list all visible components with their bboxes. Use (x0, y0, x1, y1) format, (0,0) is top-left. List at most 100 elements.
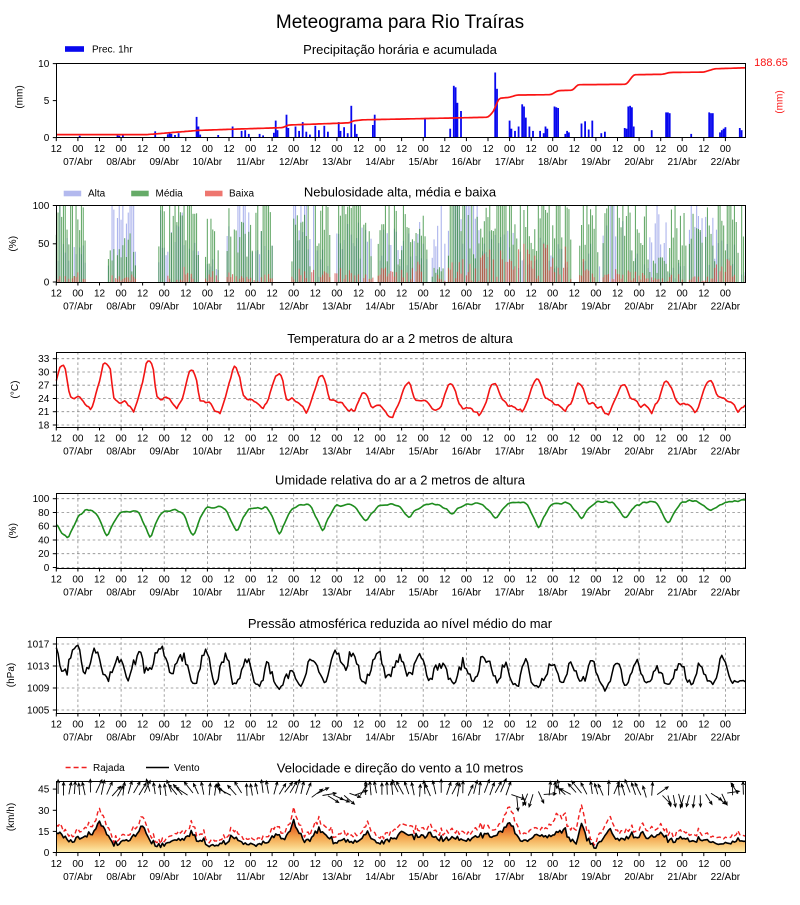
svg-text:18: 18 (38, 421, 50, 432)
svg-text:14/Abr: 14/Abr (365, 872, 395, 883)
svg-text:1013: 1013 (27, 662, 50, 673)
svg-text:24: 24 (38, 394, 50, 405)
svg-text:12: 12 (482, 289, 494, 300)
svg-text:22/Abr: 22/Abr (711, 733, 741, 744)
svg-text:12/Abr: 12/Abr (279, 302, 309, 313)
svg-text:00: 00 (461, 289, 473, 300)
svg-text:12: 12 (569, 575, 581, 586)
svg-text:17/Abr: 17/Abr (495, 447, 525, 458)
svg-text:14/Abr: 14/Abr (365, 588, 395, 599)
svg-text:(°C): (°C) (10, 381, 21, 399)
svg-text:00: 00 (504, 720, 516, 731)
svg-text:12: 12 (612, 859, 624, 870)
svg-text:00: 00 (677, 289, 689, 300)
svg-text:12: 12 (267, 859, 279, 870)
svg-text:08/Abr: 08/Abr (106, 447, 136, 458)
svg-text:10/Abr: 10/Abr (193, 447, 223, 458)
svg-text:11/Abr: 11/Abr (236, 157, 265, 168)
svg-text:14/Abr: 14/Abr (365, 302, 395, 313)
svg-text:00: 00 (159, 289, 171, 300)
svg-text:00: 00 (677, 144, 689, 155)
svg-text:12: 12 (655, 720, 667, 731)
svg-text:12/Abr: 12/Abr (279, 872, 309, 883)
svg-text:40: 40 (38, 536, 50, 547)
svg-text:00: 00 (202, 859, 214, 870)
svg-text:12: 12 (223, 434, 235, 445)
svg-text:00: 00 (590, 575, 602, 586)
svg-text:13/Abr: 13/Abr (322, 302, 352, 313)
svg-text:00: 00 (590, 434, 602, 445)
svg-text:12: 12 (223, 289, 235, 300)
svg-text:12: 12 (396, 575, 408, 586)
svg-text:Prec. 1hr: Prec. 1hr (92, 45, 133, 56)
svg-text:12: 12 (698, 859, 710, 870)
svg-text:11/Abr: 11/Abr (236, 733, 265, 744)
svg-text:12: 12 (223, 575, 235, 586)
svg-text:12: 12 (655, 144, 667, 155)
svg-text:18/Abr: 18/Abr (538, 872, 568, 883)
svg-text:12: 12 (223, 144, 235, 155)
svg-text:00: 00 (245, 434, 257, 445)
svg-text:00: 00 (288, 575, 300, 586)
svg-text:00: 00 (375, 144, 387, 155)
svg-text:Meteograma para Rio Traíras: Meteograma para Rio Traíras (276, 12, 524, 33)
svg-text:12: 12 (180, 144, 192, 155)
svg-text:00: 00 (590, 289, 602, 300)
svg-text:00: 00 (331, 720, 343, 731)
svg-text:12: 12 (439, 144, 451, 155)
svg-text:00: 00 (590, 144, 602, 155)
svg-text:20/Abr: 20/Abr (624, 447, 654, 458)
svg-text:188.65: 188.65 (754, 57, 788, 69)
svg-text:12: 12 (353, 859, 365, 870)
svg-text:00: 00 (418, 720, 430, 731)
svg-text:12: 12 (310, 434, 322, 445)
svg-text:80: 80 (38, 508, 50, 519)
svg-text:00: 00 (245, 575, 257, 586)
svg-text:00: 00 (288, 434, 300, 445)
svg-text:00: 00 (159, 434, 171, 445)
svg-text:(hPa): (hPa) (6, 663, 17, 687)
svg-text:12: 12 (612, 720, 624, 731)
svg-text:21: 21 (38, 407, 50, 418)
svg-text:12: 12 (569, 289, 581, 300)
svg-text:07/Abr: 07/Abr (63, 588, 93, 599)
svg-text:12: 12 (353, 720, 365, 731)
svg-text:Rajada: Rajada (93, 763, 125, 774)
svg-text:00: 00 (72, 720, 84, 731)
svg-text:00: 00 (418, 434, 430, 445)
svg-text:22/Abr: 22/Abr (711, 157, 741, 168)
svg-text:00: 00 (245, 720, 257, 731)
svg-text:00: 00 (504, 434, 516, 445)
svg-text:22/Abr: 22/Abr (711, 302, 741, 313)
svg-text:00: 00 (72, 434, 84, 445)
svg-text:00: 00 (504, 575, 516, 586)
svg-text:16/Abr: 16/Abr (452, 157, 482, 168)
svg-text:10: 10 (38, 59, 50, 70)
svg-text:100: 100 (33, 494, 50, 505)
svg-text:21/Abr: 21/Abr (667, 447, 697, 458)
svg-text:15/Abr: 15/Abr (408, 447, 438, 458)
svg-text:12: 12 (137, 289, 149, 300)
svg-text:0: 0 (44, 563, 50, 574)
svg-text:08/Abr: 08/Abr (106, 872, 136, 883)
svg-text:18/Abr: 18/Abr (538, 588, 568, 599)
svg-text:00: 00 (720, 720, 732, 731)
svg-text:00: 00 (116, 434, 128, 445)
svg-text:19/Abr: 19/Abr (581, 302, 611, 313)
svg-text:5: 5 (44, 96, 50, 107)
svg-text:00: 00 (418, 289, 430, 300)
svg-text:15/Abr: 15/Abr (408, 872, 438, 883)
svg-text:11/Abr: 11/Abr (236, 302, 265, 313)
svg-text:17/Abr: 17/Abr (495, 157, 525, 168)
svg-text:60: 60 (38, 522, 50, 533)
svg-text:22/Abr: 22/Abr (711, 872, 741, 883)
svg-text:12: 12 (698, 575, 710, 586)
svg-text:22/Abr: 22/Abr (711, 588, 741, 599)
svg-text:12: 12 (267, 575, 279, 586)
svg-text:12: 12 (310, 289, 322, 300)
svg-text:00: 00 (461, 859, 473, 870)
svg-text:00: 00 (634, 720, 646, 731)
svg-text:12: 12 (526, 289, 538, 300)
svg-text:21/Abr: 21/Abr (667, 588, 697, 599)
svg-text:13/Abr: 13/Abr (322, 588, 352, 599)
